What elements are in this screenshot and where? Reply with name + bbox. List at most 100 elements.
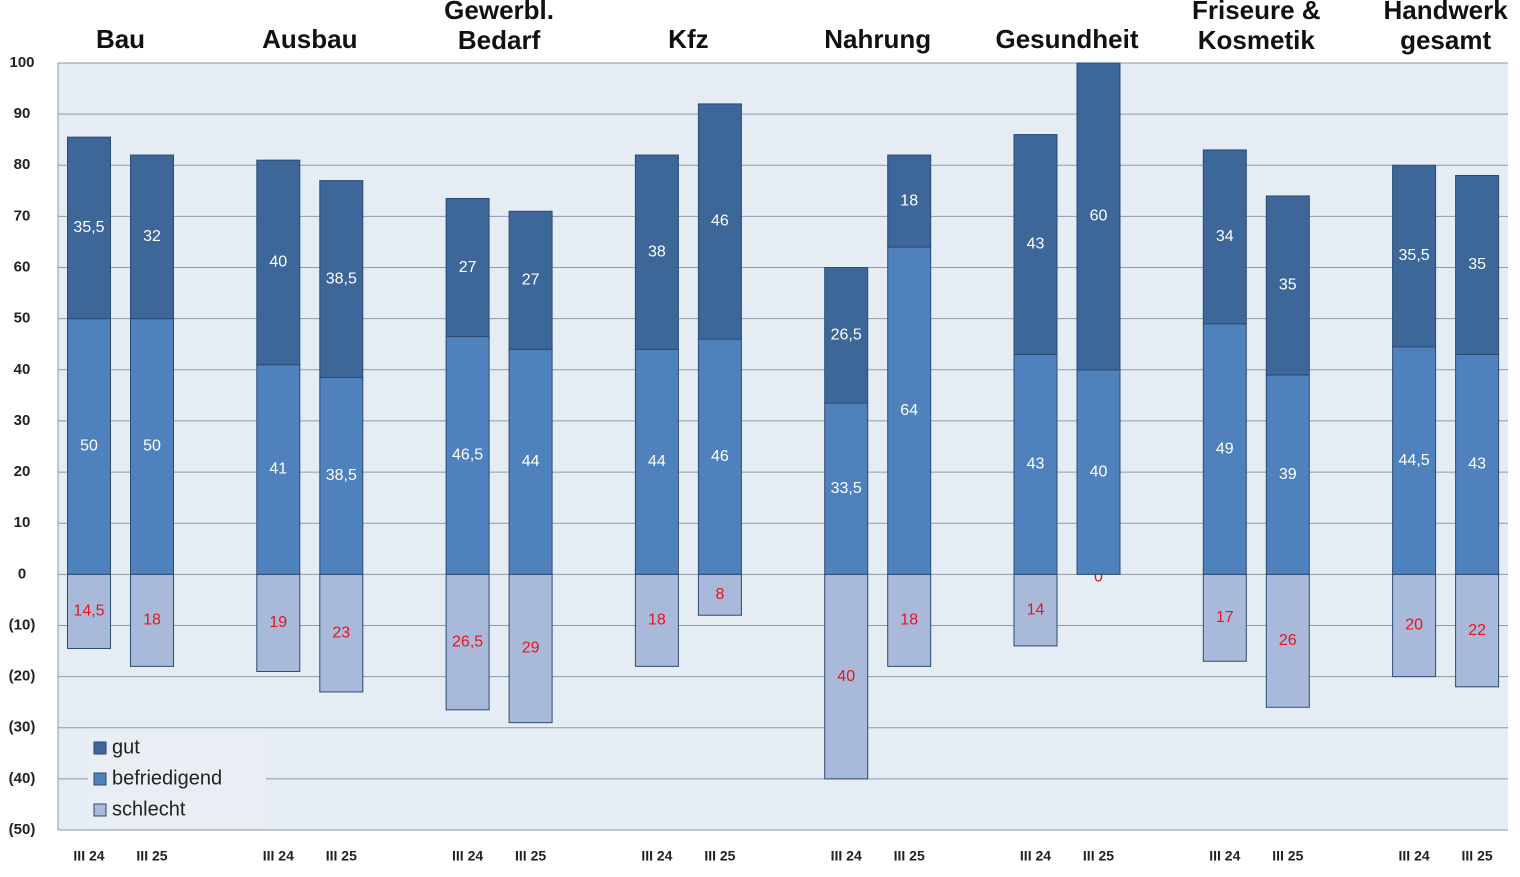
data-label: 23 bbox=[332, 624, 350, 641]
data-label: 35 bbox=[1468, 256, 1486, 273]
bar-segment bbox=[1013, 134, 1058, 355]
bar-segment bbox=[1265, 573, 1310, 708]
group-label: Nahrung bbox=[824, 24, 931, 54]
group-label: Bau bbox=[96, 24, 145, 54]
group-label: Friseure & bbox=[1192, 0, 1321, 25]
data-label: 35 bbox=[1279, 277, 1297, 294]
data-label: 60 bbox=[1090, 208, 1108, 225]
bar-segment bbox=[67, 318, 111, 575]
bar-segment bbox=[1392, 164, 1437, 348]
data-label: 19 bbox=[269, 614, 287, 631]
data-label: 20 bbox=[1405, 617, 1423, 634]
x-tick-label: III 24 bbox=[452, 848, 483, 864]
bar-segment bbox=[445, 198, 490, 338]
y-tick-label: 50 bbox=[14, 310, 31, 327]
x-tick-label: III 25 bbox=[894, 848, 925, 864]
x-tick-label: III 25 bbox=[1462, 848, 1493, 864]
y-tick-label: (10) bbox=[9, 616, 36, 633]
group-label: Bedarf bbox=[458, 25, 541, 55]
data-label: 41 bbox=[269, 461, 287, 478]
bar-segment bbox=[319, 180, 364, 378]
x-tick-label: III 24 bbox=[263, 848, 294, 864]
data-label: 38,5 bbox=[326, 467, 357, 484]
x-tick-label: III 25 bbox=[1272, 848, 1303, 864]
legend-swatch bbox=[93, 741, 107, 755]
bar-segment bbox=[1265, 195, 1310, 376]
data-label: 38 bbox=[648, 243, 666, 260]
data-label: 33,5 bbox=[831, 480, 862, 497]
data-label: 22 bbox=[1468, 622, 1486, 639]
x-tick-label: III 24 bbox=[1399, 848, 1430, 864]
bar-segment bbox=[1076, 62, 1121, 371]
x-tick-label: III 25 bbox=[515, 848, 546, 864]
group-label: Gesundheit bbox=[995, 24, 1138, 54]
group-label: Gewerbl. bbox=[444, 0, 554, 25]
y-tick-label: 40 bbox=[14, 361, 31, 378]
bar-segment bbox=[824, 573, 869, 780]
y-tick-label: 60 bbox=[14, 259, 31, 276]
bar-segment bbox=[887, 154, 932, 248]
y-tick-label: (40) bbox=[9, 770, 36, 787]
bar-segment bbox=[824, 267, 869, 404]
bar-segment bbox=[1076, 369, 1121, 575]
y-tick-label: (50) bbox=[9, 821, 36, 838]
x-tick-label: III 25 bbox=[704, 848, 735, 864]
y-tick-label: (20) bbox=[9, 668, 36, 685]
group-label: Handwerk bbox=[1383, 0, 1508, 25]
data-label: 40 bbox=[269, 254, 287, 271]
bar-segment bbox=[256, 364, 301, 575]
bar-segment bbox=[445, 573, 490, 711]
x-tick-label: III 24 bbox=[1209, 848, 1240, 864]
x-tick-label: III 24 bbox=[831, 848, 862, 864]
x-tick-label: III 25 bbox=[136, 848, 167, 864]
bar-segment bbox=[887, 246, 932, 575]
bar-segment bbox=[824, 402, 869, 575]
bar-segment bbox=[1392, 573, 1437, 678]
bar-segment bbox=[1455, 174, 1500, 355]
y-tick-label: (30) bbox=[9, 719, 36, 736]
bar-segment bbox=[508, 348, 553, 575]
data-label: 44 bbox=[648, 453, 666, 470]
data-label: 44 bbox=[522, 453, 540, 470]
bar-segment bbox=[1455, 353, 1500, 575]
bar-segment bbox=[445, 336, 490, 575]
bar-segment bbox=[1202, 149, 1247, 325]
bar-segment bbox=[130, 318, 174, 575]
y-tick-label: 20 bbox=[14, 463, 31, 480]
bar-segment bbox=[130, 154, 174, 320]
data-label: 40 bbox=[837, 668, 855, 685]
bar-segment bbox=[256, 159, 301, 366]
y-tick-label: 70 bbox=[14, 207, 31, 224]
data-label: 64 bbox=[900, 402, 918, 419]
data-label: 26,5 bbox=[452, 633, 483, 650]
data-label: 50 bbox=[80, 438, 98, 455]
data-label: 32 bbox=[143, 228, 161, 245]
y-tick-label: 0 bbox=[18, 565, 26, 582]
data-label: 46 bbox=[711, 213, 729, 230]
data-label: 34 bbox=[1216, 228, 1234, 245]
data-label: 18 bbox=[143, 612, 161, 629]
group-label: gesamt bbox=[1400, 25, 1491, 55]
bar-segment bbox=[67, 136, 111, 320]
data-label: 26 bbox=[1279, 632, 1297, 649]
y-tick-label: 80 bbox=[14, 156, 31, 173]
legend-swatch bbox=[93, 803, 107, 817]
data-label: 35,5 bbox=[1399, 247, 1430, 264]
bar-segment bbox=[697, 573, 742, 616]
bar-segment bbox=[1202, 573, 1247, 662]
bar-segment bbox=[634, 573, 679, 667]
group-label: Kfz bbox=[668, 24, 708, 54]
bar-segment bbox=[1013, 573, 1058, 647]
data-label: 26,5 bbox=[831, 327, 862, 344]
data-label: 8 bbox=[715, 586, 724, 603]
data-label: 27 bbox=[522, 272, 540, 289]
data-label: 18 bbox=[900, 612, 918, 629]
bar-segment bbox=[1013, 353, 1058, 575]
bar-segment bbox=[130, 573, 174, 667]
data-label: 43 bbox=[1027, 456, 1045, 473]
x-tick-label: III 24 bbox=[73, 848, 104, 864]
bar-segment bbox=[319, 573, 364, 693]
data-label: 43 bbox=[1468, 456, 1486, 473]
bar-segment bbox=[1265, 374, 1310, 575]
